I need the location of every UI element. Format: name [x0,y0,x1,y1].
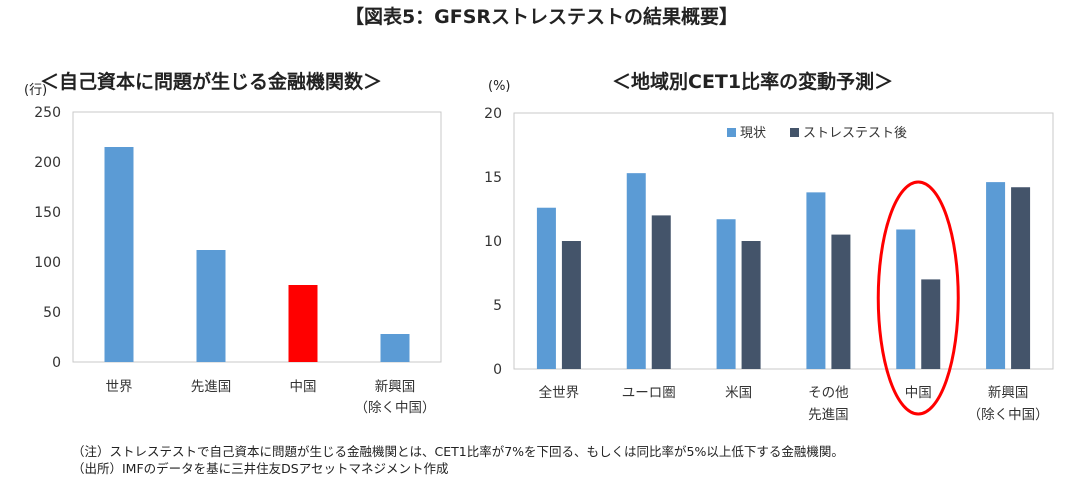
y-tick-label: 250 [34,105,61,121]
x-tick-label: （除く中国） [355,400,436,416]
legend-label: 現状 [740,126,766,141]
left-chart-title: ＜自己資本に問題が生じる金融機関数＞ [40,71,383,93]
bar [536,207,556,369]
legend-swatch [790,128,799,137]
bar [716,219,736,369]
bar [626,173,646,369]
x-tick-label: その他 [808,385,849,401]
bar [806,192,826,369]
x-tick-label: 世界 [106,379,133,395]
y-tick-label: 0 [493,362,502,378]
bar [651,215,671,369]
bar [741,241,761,369]
footnote-source: （出所）IMFのデータを基に三井住友DSアセットマネジメント作成 [72,461,449,476]
right-chart-title: ＜地域別CET1比率の変動予測＞ [612,71,894,93]
x-tick-label: 米国 [725,385,752,401]
bar [380,334,410,362]
x-tick-label: 中国 [290,379,317,395]
bar [896,229,916,369]
plot-area-frame [513,112,1054,370]
x-tick-label: ユーロ圏 [622,385,676,401]
y-tick-label: 10 [484,234,502,250]
bar [288,285,318,362]
y-tick-label: 0 [52,355,61,371]
bar [986,182,1006,369]
y-tick-label: 5 [493,298,502,314]
x-tick-label: （除く中国） [968,407,1049,423]
x-tick-label: 新興国 [375,379,416,395]
x-tick-label: 全世界 [539,384,580,401]
bar [1011,187,1031,369]
y-tick-label: 15 [484,170,502,186]
bar [196,250,226,362]
figure-title: 【図表5：GFSRストレステストの結果概要】 [344,6,739,28]
right-chart-unit: (%) [488,79,511,94]
left-chart-unit: (行) [24,83,48,98]
legend-swatch [727,128,736,137]
y-tick-label: 150 [34,205,61,221]
footnote-note: （注）ストレステストで自己資本に問題が生じる金融機関とは、CET1比率が7%を下… [72,444,844,459]
plot-area-frame [72,111,442,363]
x-tick-label: 新興国 [988,385,1029,401]
y-tick-label: 100 [34,255,61,271]
bar [561,241,581,369]
y-tick-label: 50 [43,305,61,321]
bar [104,147,134,362]
legend-label: ストレステスト後 [803,126,907,141]
bar [921,279,941,369]
highlight-ellipse [876,180,960,416]
y-tick-label: 20 [484,106,502,122]
y-tick-label: 200 [34,155,61,171]
bar [831,234,851,369]
x-tick-label: 先進国 [191,379,232,395]
x-tick-label: 先進国 [808,407,849,423]
x-tick-label: 中国 [905,385,932,401]
